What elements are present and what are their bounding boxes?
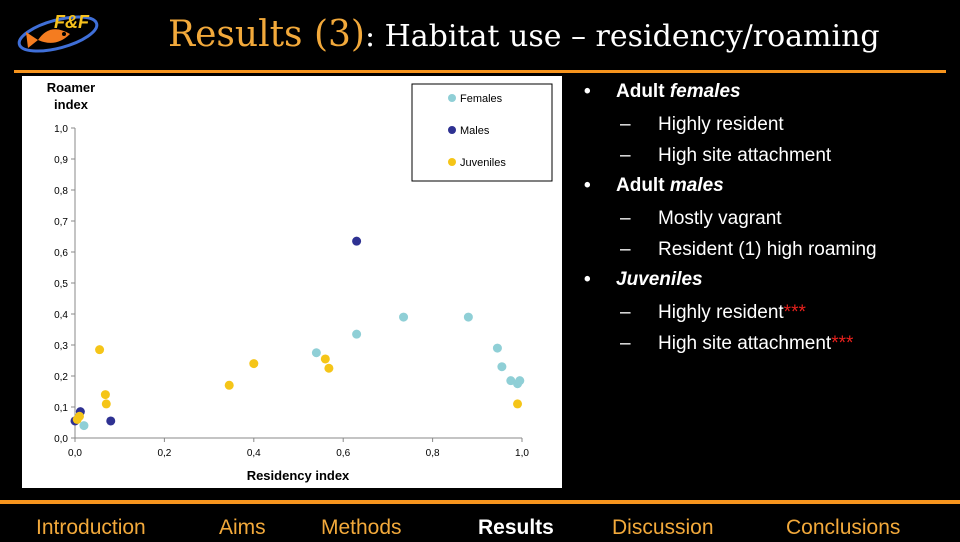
- bullet-list: • Adult females – Highly resident – High site…: [584, 80, 954, 362]
- sub-bullet-item: – High site attachment***: [584, 331, 954, 362]
- nav-conclusions[interactable]: Conclusions: [786, 516, 901, 539]
- nav-aims[interactable]: Aims: [219, 516, 266, 539]
- data-point-juveniles: [324, 363, 334, 373]
- x-tick-label: 0,0: [68, 448, 82, 459]
- bullet-text: Mostly vagrant: [658, 208, 782, 229]
- nav-methods[interactable]: Methods: [321, 516, 402, 539]
- y-tick-label: 0,4: [54, 310, 68, 321]
- bullet-dot-icon: •: [584, 175, 591, 196]
- y-tick-label: 0,8: [54, 186, 68, 197]
- sub-bullet-item: – Resident (1) high roaming: [584, 237, 954, 268]
- nav-results[interactable]: Results: [478, 516, 554, 539]
- data-point-juveniles: [513, 399, 523, 409]
- significance-stars: ***: [831, 333, 854, 354]
- y-tick-label: 0,5: [54, 279, 68, 290]
- data-point-females: [506, 376, 516, 386]
- data-point-males: [352, 236, 362, 246]
- y-tick-label: 0,0: [54, 434, 68, 445]
- bullet-item: • Adult females: [584, 80, 954, 112]
- chart-svg: Roamer index 0,0 0,1 0,2 0,3 0,4 0,5 0,6 0,7 0,8…: [47, 80, 553, 483]
- bullet-dash-icon: –: [620, 333, 631, 354]
- title-sub: : Habitat use – residency/roaming: [364, 19, 880, 54]
- legend-marker-males: [448, 126, 456, 134]
- legend-marker-juveniles: [448, 158, 456, 166]
- data-point-females: [492, 343, 502, 353]
- footer-divider: [0, 500, 960, 504]
- bullet-text: Highly resident: [658, 114, 784, 135]
- scatter-chart: Roamer index 0,0 0,1 0,2 0,3 0,4 0,5 0,6 0,7 0,8…: [22, 76, 562, 488]
- sub-bullet-item: – High site attachment: [584, 143, 954, 174]
- bullet-dot-icon: •: [584, 269, 591, 290]
- data-point-males: [106, 416, 116, 426]
- nav-discussion[interactable]: Discussion: [612, 516, 714, 539]
- data-point-juveniles: [95, 345, 105, 355]
- bullet-item: • Adult males: [584, 174, 954, 206]
- bullet-text: males: [669, 175, 724, 196]
- bullet-dash-icon: –: [620, 208, 631, 229]
- y-tick-label: 0,2: [54, 372, 68, 383]
- sub-bullet-item: – Highly resident: [584, 112, 954, 143]
- significance-stars: ***: [783, 302, 806, 323]
- bullet-dash-icon: –: [620, 145, 631, 166]
- bullet-dash-icon: –: [620, 239, 631, 260]
- bullet-text: Resident (1) high roaming: [658, 239, 877, 260]
- y-tick-label: 0,9: [54, 155, 68, 166]
- data-point-females: [399, 312, 409, 322]
- data-point-juveniles: [249, 359, 259, 369]
- y-axis-label: Roamer: [47, 80, 95, 95]
- x-tick-label: 0,4: [247, 448, 261, 459]
- bullet-text: Juveniles: [616, 269, 703, 290]
- legend-label: Males: [460, 125, 490, 137]
- y-axis-label-line2: index: [54, 97, 89, 112]
- logo-text: F&F: [54, 12, 90, 32]
- data-point-females: [497, 362, 507, 372]
- data-point-females: [515, 376, 525, 386]
- y-tick-label: 1,0: [54, 124, 68, 135]
- bullet-item: • Juveniles: [584, 268, 954, 300]
- bullet-dash-icon: –: [620, 302, 631, 323]
- data-point-juveniles: [320, 354, 330, 364]
- header-divider: [14, 70, 946, 73]
- legend-marker-females: [448, 94, 456, 102]
- data-point-females: [79, 421, 89, 431]
- sub-bullet-item: – Highly resident***: [584, 300, 954, 331]
- y-tick-label: 0,3: [54, 341, 68, 352]
- fish-logo: F&F: [8, 4, 108, 62]
- x-tick-label: 0,2: [157, 448, 171, 459]
- sub-bullet-item: – Mostly vagrant: [584, 206, 954, 237]
- title-main: Results (3): [168, 14, 365, 55]
- data-point-juveniles: [100, 390, 110, 400]
- bullet-text: Adult: [616, 81, 670, 102]
- data-point-females: [463, 312, 473, 322]
- data-point-females: [352, 329, 362, 339]
- y-tick-label: 0,1: [54, 403, 68, 414]
- y-tick-label: 0,6: [54, 248, 68, 259]
- bullet-dash-icon: –: [620, 114, 631, 135]
- x-tick-label: 0,8: [426, 448, 440, 459]
- page-title: Results (3): Habitat use – residency/roa…: [168, 14, 880, 55]
- y-tick-label: 0,7: [54, 217, 68, 228]
- bullet-dot-icon: •: [584, 81, 591, 102]
- x-axis-label: Residency index: [247, 468, 350, 483]
- nav-introduction[interactable]: Introduction: [36, 516, 146, 539]
- data-point-females: [311, 348, 321, 358]
- bullet-text: females: [669, 81, 741, 102]
- legend-label: Females: [460, 93, 503, 105]
- legend-box: [411, 83, 553, 182]
- data-point-juveniles: [74, 411, 84, 421]
- legend-label: Juveniles: [460, 157, 506, 169]
- data-point-juveniles: [224, 380, 234, 390]
- bullet-text: High site attachment: [658, 145, 832, 166]
- bullet-text: High site attachment: [658, 333, 832, 354]
- x-tick-label: 1,0: [515, 448, 529, 459]
- bullet-text: Adult: [616, 175, 670, 196]
- bullet-text: Highly resident: [658, 302, 784, 323]
- x-tick-label: 0,6: [336, 448, 350, 459]
- data-point-juveniles: [101, 399, 111, 409]
